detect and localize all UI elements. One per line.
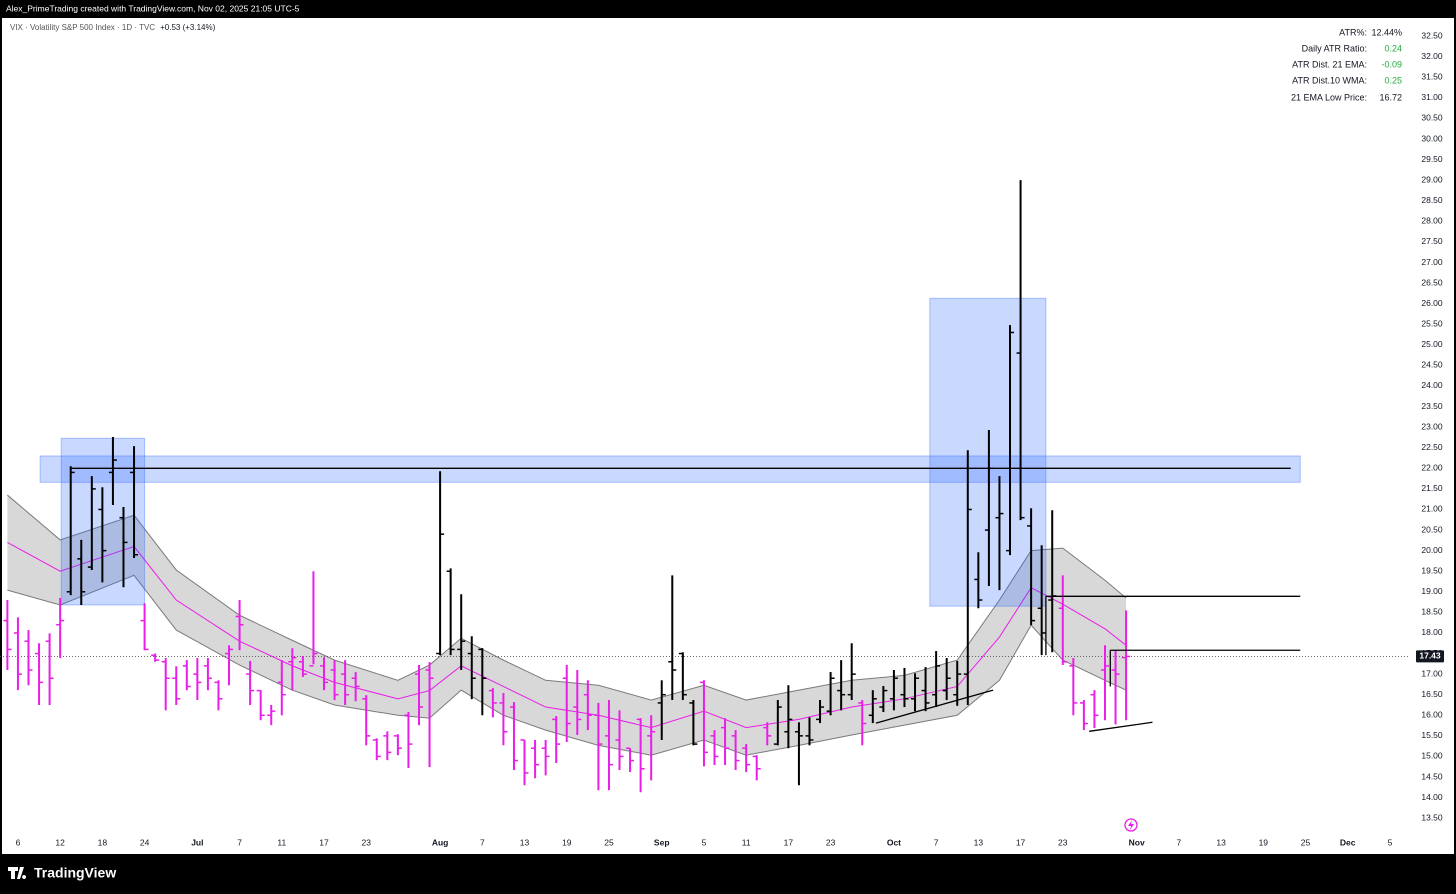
y-tick-label: 20.50 xyxy=(1421,524,1443,534)
info-label: ATR Dist.10 WMA: xyxy=(1292,75,1367,85)
info-value: -0.09 xyxy=(1381,59,1402,69)
y-tick-label: 28.50 xyxy=(1421,195,1443,205)
x-tick-label: 19 xyxy=(562,837,572,847)
info-label: ATR%: xyxy=(1339,27,1367,37)
x-tick-label: 17 xyxy=(784,837,794,847)
x-tick-label: 25 xyxy=(1301,837,1311,847)
y-tick-label: 13.50 xyxy=(1421,812,1443,822)
y-tick-label: 22.00 xyxy=(1421,463,1443,473)
last-price-box xyxy=(1416,650,1444,663)
x-tick-label: 13 xyxy=(520,837,530,847)
x-tick-label: Nov xyxy=(1129,837,1145,847)
y-tick-label: 23.50 xyxy=(1421,401,1443,411)
event-icon[interactable] xyxy=(1124,818,1138,832)
x-tick-label: 7 xyxy=(1177,837,1182,847)
info-label: 21 EMA Low Price: xyxy=(1291,92,1367,102)
zone xyxy=(929,297,1047,607)
x-tick-label: 17 xyxy=(319,837,329,847)
y-tick-label: 32.50 xyxy=(1421,30,1443,40)
zone xyxy=(39,455,1301,483)
x-tick-label: 7 xyxy=(480,837,485,847)
y-tick-label: 23.00 xyxy=(1421,421,1443,431)
info-value: 12.44% xyxy=(1371,27,1402,37)
logo-mark xyxy=(8,867,27,879)
y-tick-label: 21.00 xyxy=(1421,504,1443,514)
x-tick-label: 18 xyxy=(98,837,108,847)
x-tick-label: 7 xyxy=(237,837,242,847)
y-tick-label: 18.00 xyxy=(1421,627,1443,637)
y-tick-label: 14.00 xyxy=(1421,792,1443,802)
y-tick-label: 30.00 xyxy=(1421,133,1443,143)
y-tick-label: 16.50 xyxy=(1421,689,1443,699)
y-tick-label: 28.00 xyxy=(1421,216,1443,226)
y-tick-label: 29.00 xyxy=(1421,174,1443,184)
x-tick-label: 13 xyxy=(974,837,984,847)
drawn-line xyxy=(1089,721,1153,732)
x-tick-label: Sep xyxy=(654,837,670,847)
x-tick-label: 5 xyxy=(702,837,707,847)
brand: TradingView xyxy=(34,865,116,881)
y-tick-label: 25.00 xyxy=(1421,339,1443,349)
y-tick-label: 31.00 xyxy=(1421,92,1443,102)
y-tick-label: 25.50 xyxy=(1421,318,1443,328)
y-tick-label: 24.50 xyxy=(1421,360,1443,370)
y-tick-label: 15.50 xyxy=(1421,730,1443,740)
x-tick-label: 24 xyxy=(140,837,150,847)
info-label: ATR Dist. 21 EMA: xyxy=(1292,59,1367,69)
x-tick-label: 13 xyxy=(1216,837,1226,847)
y-tick-label: 16.00 xyxy=(1421,710,1443,720)
y-tick-label: 26.00 xyxy=(1421,298,1443,308)
y-tick-label: 27.50 xyxy=(1421,236,1443,246)
logo: TradingView xyxy=(8,865,116,881)
x-tick-label: Jul xyxy=(191,837,203,847)
x-tick-label: 23 xyxy=(361,837,371,847)
y-tick-label: 14.50 xyxy=(1421,771,1443,781)
y-tick-label: 29.50 xyxy=(1421,154,1443,164)
price-change: +0.53 (+3.14%) xyxy=(160,23,215,32)
y-tick-label: 18.50 xyxy=(1421,607,1443,617)
x-tick-label: 5 xyxy=(1388,837,1393,847)
y-tick-label: 15.00 xyxy=(1421,751,1443,761)
x-tick-label: 23 xyxy=(1058,837,1068,847)
x-tick-label: 6 xyxy=(16,837,21,847)
x-tick-label: 11 xyxy=(277,837,286,847)
x-tick-label: Oct xyxy=(887,837,901,847)
last-price-label: 17.43 xyxy=(1419,651,1441,661)
drawn-line xyxy=(875,689,994,724)
event-icon-bolt xyxy=(1128,820,1134,830)
x-tick-label: 25 xyxy=(604,837,614,847)
x-tick-label: 19 xyxy=(1259,837,1269,847)
y-tick-label: 30.50 xyxy=(1421,113,1443,123)
x-tick-label: Aug xyxy=(432,837,449,847)
credit: Alex_PrimeTrading created with TradingVi… xyxy=(6,3,300,13)
x-tick-label: 17 xyxy=(1016,837,1026,847)
x-tick-label: 11 xyxy=(742,837,751,847)
band-fill xyxy=(7,495,1127,756)
y-tick-label: 20.00 xyxy=(1421,545,1443,555)
x-tick-label: 12 xyxy=(55,837,65,847)
info-value: 0.25 xyxy=(1384,75,1402,85)
y-tick-label: 31.50 xyxy=(1421,72,1443,82)
y-tick-label: 32.00 xyxy=(1421,51,1443,61)
chart-title: VIX · Volatility S&P 500 Index · 1D · TV… xyxy=(10,23,155,32)
info-value: 16.72 xyxy=(1379,92,1402,102)
x-tick-label: Dec xyxy=(1340,837,1356,847)
y-tick-label: 22.50 xyxy=(1421,442,1443,452)
y-tick-label: 24.00 xyxy=(1421,380,1443,390)
info-label: Daily ATR Ratio: xyxy=(1302,43,1367,53)
y-tick-label: 19.50 xyxy=(1421,565,1443,575)
y-tick-label: 19.00 xyxy=(1421,586,1443,596)
y-tick-label: 26.50 xyxy=(1421,277,1443,287)
info-value: 0.24 xyxy=(1384,43,1402,53)
y-tick-label: 17.00 xyxy=(1421,668,1443,678)
y-tick-label: 21.50 xyxy=(1421,483,1443,493)
y-tick-label: 27.00 xyxy=(1421,257,1443,267)
x-tick-label: 7 xyxy=(934,837,939,847)
x-tick-label: 23 xyxy=(826,837,836,847)
